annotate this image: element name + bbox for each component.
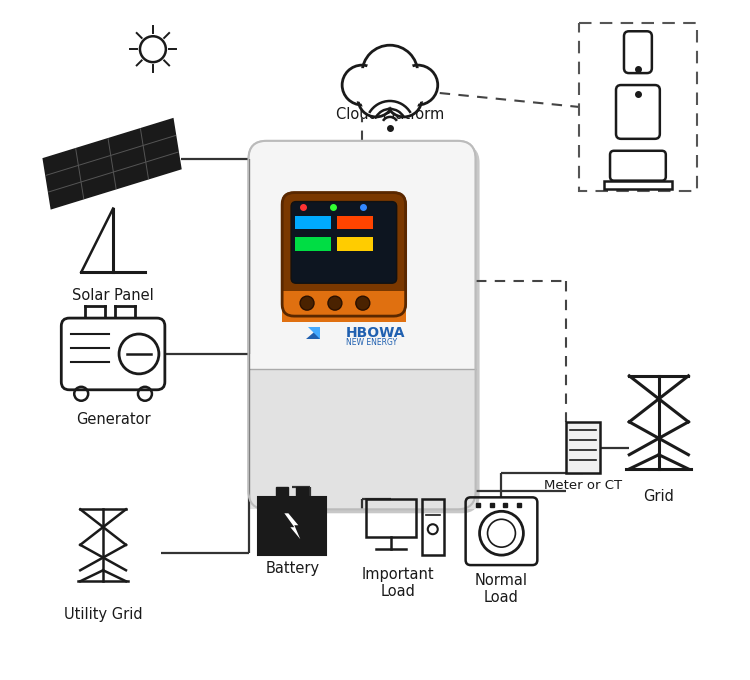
Text: Important
Load: Important Load xyxy=(362,567,434,600)
Text: Meter or CT: Meter or CT xyxy=(544,479,622,492)
Text: Generator: Generator xyxy=(76,411,151,427)
Circle shape xyxy=(362,45,418,101)
Circle shape xyxy=(388,84,419,114)
Bar xyxy=(337,216,373,229)
Text: Cloud Platform: Cloud Platform xyxy=(336,107,444,122)
Text: Utility Grid: Utility Grid xyxy=(64,607,142,622)
Circle shape xyxy=(300,296,314,310)
Bar xyxy=(579,23,697,190)
Bar xyxy=(604,181,672,188)
Circle shape xyxy=(358,81,394,117)
FancyBboxPatch shape xyxy=(282,192,406,316)
Bar xyxy=(366,499,416,537)
Polygon shape xyxy=(308,327,320,339)
FancyBboxPatch shape xyxy=(248,141,476,509)
Text: +: + xyxy=(289,523,304,541)
Bar xyxy=(282,291,406,322)
Text: Normal
Load: Normal Load xyxy=(475,573,528,605)
Circle shape xyxy=(342,65,382,105)
Text: Solar Panel: Solar Panel xyxy=(72,288,154,303)
Circle shape xyxy=(328,296,342,310)
FancyBboxPatch shape xyxy=(253,145,479,513)
Bar xyxy=(566,422,600,473)
Circle shape xyxy=(356,296,370,310)
Polygon shape xyxy=(284,513,300,539)
Circle shape xyxy=(366,50,414,97)
Bar xyxy=(277,488,288,497)
Bar xyxy=(259,497,326,555)
Bar xyxy=(296,488,308,497)
Text: HBOWA: HBOWA xyxy=(346,326,406,340)
Bar xyxy=(337,237,373,252)
Bar xyxy=(295,216,331,229)
Bar xyxy=(422,499,444,555)
Circle shape xyxy=(345,68,379,102)
Circle shape xyxy=(401,68,435,102)
Bar xyxy=(248,369,476,509)
Circle shape xyxy=(361,84,392,114)
Text: Battery: Battery xyxy=(266,561,320,576)
Bar xyxy=(295,237,331,252)
Text: Grid: Grid xyxy=(644,490,674,505)
Circle shape xyxy=(398,65,438,105)
Circle shape xyxy=(386,81,422,117)
Polygon shape xyxy=(44,119,181,209)
Text: NEW ENERGY: NEW ENERGY xyxy=(346,338,397,347)
Text: -: - xyxy=(274,523,282,542)
Polygon shape xyxy=(306,327,320,339)
FancyBboxPatch shape xyxy=(291,201,397,284)
